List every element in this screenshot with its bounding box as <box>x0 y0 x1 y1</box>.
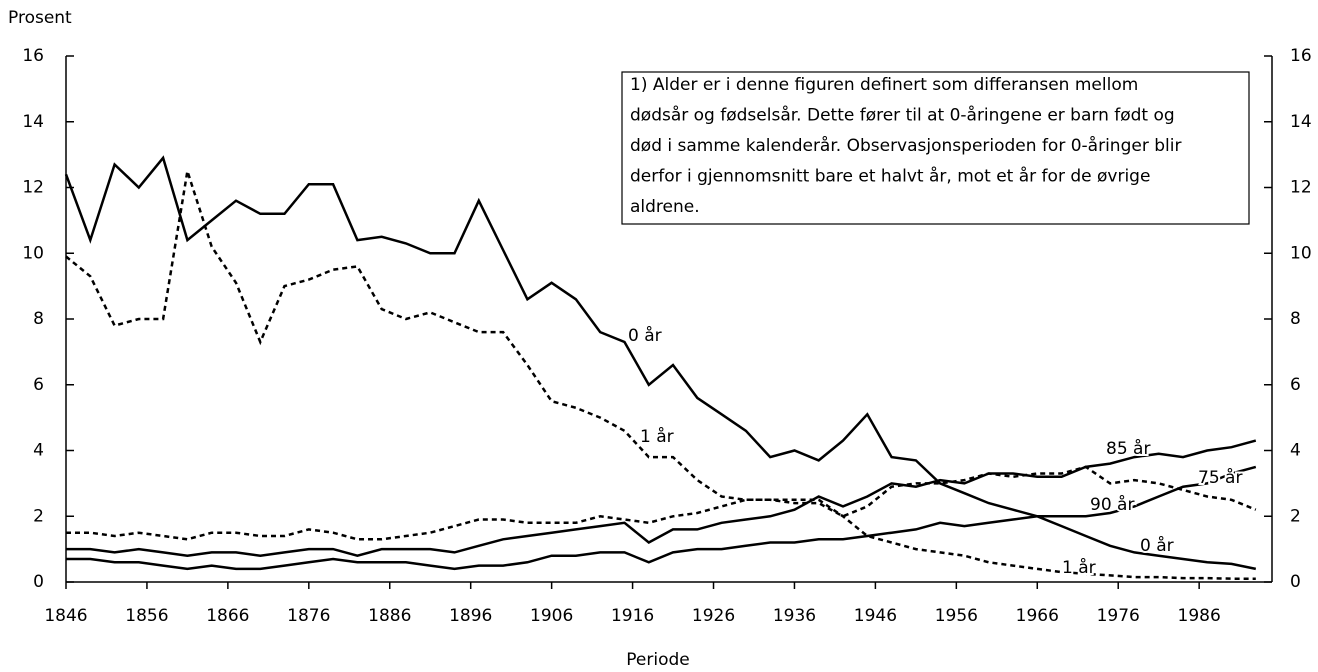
x-tick-label: 1876 <box>287 606 330 626</box>
x-tick-label: 1966 <box>1016 606 1059 626</box>
y2-tick-label: 16 <box>1290 46 1312 66</box>
y2-tick-label: 4 <box>1290 441 1301 461</box>
x-tick-label: 1896 <box>449 606 492 626</box>
note-line: derfor i gjennomsnitt bare et halvt år, … <box>630 166 1150 187</box>
line-label: 1 år <box>640 426 674 447</box>
series-line <box>65 170 1256 580</box>
y2-tick-label: 6 <box>1290 375 1301 395</box>
note-box <box>621 71 1250 225</box>
x-tick-label: 1956 <box>935 606 978 626</box>
y-tick-label: 4 <box>33 441 44 461</box>
y-tick-label: 2 <box>33 506 44 526</box>
x-tick-label: 1856 <box>125 606 168 626</box>
line-label: 90 år <box>1090 494 1134 515</box>
y-tick-label: 14 <box>22 112 44 132</box>
y-tick-label: 12 <box>22 178 44 198</box>
line-label: 0 år <box>628 325 662 346</box>
x-tick-label: 1886 <box>368 606 411 626</box>
line-label: 85 år <box>1106 438 1150 459</box>
y2-tick-label: 8 <box>1290 309 1301 329</box>
x-axis-label: Periode <box>626 650 689 670</box>
line-label: 0 år <box>1140 535 1174 556</box>
x-tick-label: 1946 <box>854 606 897 626</box>
line-label: 1 år <box>1062 557 1096 578</box>
x-tick-label: 1926 <box>692 606 735 626</box>
x-tick-label: 1906 <box>530 606 573 626</box>
y-tick-label: 0 <box>33 572 44 592</box>
y-tick-label: 6 <box>33 375 44 395</box>
x-tick-label: 1866 <box>206 606 249 626</box>
note-line: 1) Alder er i denne figuren definert som… <box>630 75 1138 95</box>
note-line: død i samme kalenderår. Observasjonsperi… <box>630 135 1181 156</box>
series-line <box>64 155 1257 571</box>
line-label: 75 år <box>1198 467 1242 488</box>
y2-tick-label: 12 <box>1290 178 1312 198</box>
y2-tick-label: 2 <box>1290 506 1301 526</box>
series-line <box>66 465 1257 571</box>
y-tick-label: 8 <box>33 309 44 329</box>
note-line: dødsår og fødselsår. Dette fører til at … <box>630 105 1175 126</box>
series-line <box>66 465 1257 541</box>
series-line <box>66 439 1257 557</box>
x-tick-label: 1936 <box>773 606 816 626</box>
x-tick-label: 1916 <box>611 606 654 626</box>
x-tick-label: 1846 <box>44 606 87 626</box>
note-line: aldrene. <box>630 197 700 217</box>
y2-tick-label: 10 <box>1290 243 1312 263</box>
x-tick-label: 1986 <box>1178 606 1221 626</box>
y-tick-label: 16 <box>22 46 44 66</box>
y2-tick-label: 14 <box>1290 112 1312 132</box>
y2-tick-label: 0 <box>1290 572 1301 592</box>
y-axis-label: Prosent <box>8 8 72 28</box>
y-tick-label: 10 <box>22 243 44 263</box>
x-tick-label: 1976 <box>1097 606 1140 626</box>
